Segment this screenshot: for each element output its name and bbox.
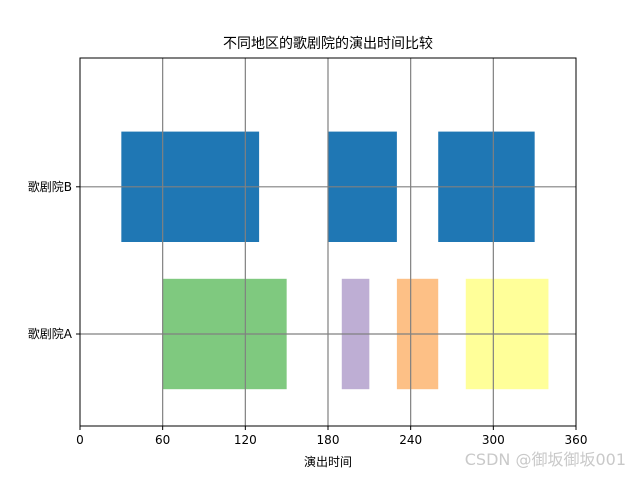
x-tick-label: 360 <box>565 433 588 447</box>
x-tick-label: 300 <box>482 433 505 447</box>
bars-layer <box>121 131 549 390</box>
x-axis-label: 演出时间 <box>304 454 352 469</box>
y-tick-label: 歌剧院B <box>28 179 72 194</box>
x-tick-label: 60 <box>155 433 170 447</box>
x-tick-label: 240 <box>399 433 422 447</box>
grid-layer <box>80 58 576 426</box>
x-tick-label: 120 <box>234 433 257 447</box>
x-tick-label: 180 <box>317 433 340 447</box>
watermark: CSDN @御坂御坂001 <box>464 450 626 469</box>
y-tick-label: 歌剧院A <box>28 326 73 341</box>
x-tick-label: 0 <box>76 433 84 447</box>
x-axis-ticks: 0 60 120 180 240 300 360 <box>76 426 587 447</box>
y-axis-ticks: 歌剧院A 歌剧院B <box>28 179 80 341</box>
chart-title: 不同地区的歌剧院的演出时间比较 <box>223 36 433 52</box>
